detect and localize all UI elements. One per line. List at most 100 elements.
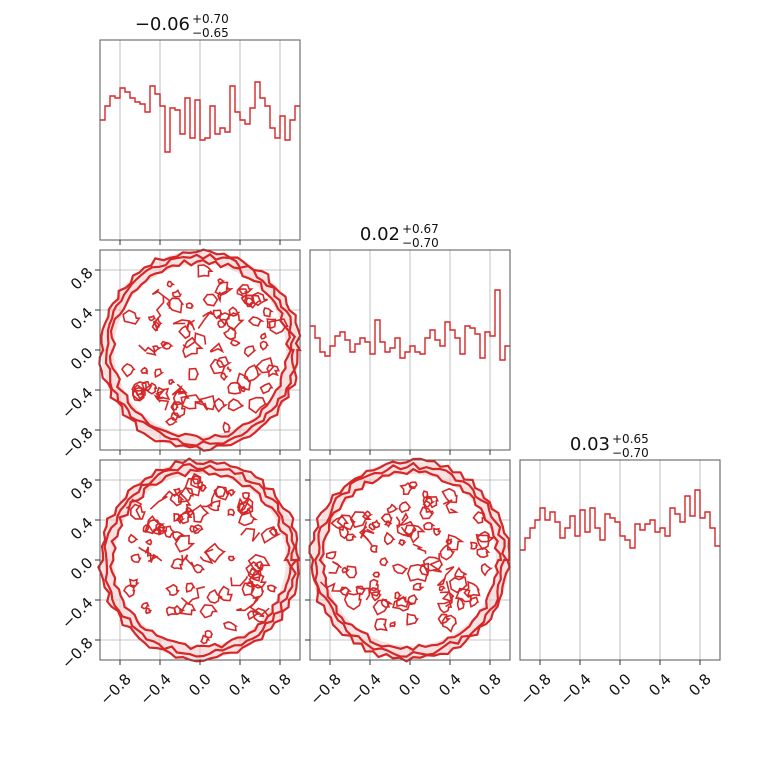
contour-fill-inner [324,474,496,646]
contour-blob [185,302,195,309]
contour-blob [255,356,276,374]
contour-ring-1 [103,463,299,658]
contour-blob [469,541,479,550]
contour-blob [144,607,152,615]
contour-blob [412,582,425,591]
contour-blob [403,524,426,544]
contour-blob [209,358,226,375]
contour-blob [355,585,366,596]
contour-squiggle [181,554,195,568]
contour-blob [213,486,230,501]
contour-blob [454,566,467,581]
contour-blob [217,278,225,286]
y-tick-label: −0.8 [58,424,96,462]
contour-blob [246,610,261,621]
contour-blob [222,421,232,433]
contour-squiggle [422,496,434,513]
contour-squiggle [151,288,171,309]
contour-blob [200,634,211,645]
contour-blob [144,382,158,395]
contour-blob [169,493,185,507]
contour-blob [449,575,468,594]
contour-squiggle [182,332,207,349]
contour-blob [213,397,229,413]
contour-squiggle [359,526,373,546]
contour-panel-2-1: −0.8 −0.4 0.0 0.4 0.8 [305,457,511,709]
contour-blob [230,338,241,347]
contour-blob [165,583,180,597]
contour-blob [454,587,473,603]
contour-ring-2 [109,468,292,651]
contour-blob [374,618,388,632]
contour-squiggle [209,342,225,354]
contour-blob [217,585,233,602]
x-tick-label: 0.0 [605,670,635,700]
contour-squiggle [186,319,196,331]
contour-blob [368,587,382,597]
contour-blob [330,515,349,532]
contour-squiggle [199,548,214,565]
contour-blob [151,345,163,354]
contour-blob [236,372,252,391]
contour-blob [168,378,176,385]
histogram-panel-0: −0.06 +0.70−0.65 [99,12,301,245]
contour-blob [171,289,183,298]
contour-blob [123,584,136,598]
x-tick-label: −0.8 [306,670,344,708]
contour-blob [338,525,350,540]
contour-ring-2 [318,467,503,652]
param-title-median: −0.06 [135,14,190,35]
contour-squiggle [180,586,205,606]
contour-squiggle [428,553,442,573]
contour-squiggle [179,491,192,515]
contour-blob [407,594,419,605]
contour-blob [439,544,456,561]
contour-blob [437,613,452,625]
contour-blob [166,280,176,288]
x-tick-label: 0.8 [475,670,505,700]
contour-squiggle [439,591,455,608]
contour-blob [463,580,481,598]
param-title-plus: +0.67 [402,222,439,236]
contour-blob [197,264,214,278]
contour-squiggle [436,566,455,587]
contour-blob [243,364,262,382]
contour-blob [406,563,430,582]
contour-blob [419,506,435,520]
contour-squiggle [226,366,232,373]
contour-blob [441,487,458,504]
contour-blob [242,491,251,500]
param-title-minus: −0.65 [192,26,229,40]
contour-blob [267,584,277,593]
contour-blob [349,511,372,529]
contour-blob [262,307,274,318]
x-tick-label: −0.8 [516,670,554,708]
contour-blob [325,551,337,560]
histogram-panel-2: −0.8 −0.4 0.0 0.4 0.8 0.03 +0.65−0.70 [516,432,721,709]
param-title-minus: −0.70 [402,236,439,250]
contour-blob [122,309,141,325]
y-tick-label: 0.0 [67,554,97,584]
contour-squiggle [442,499,459,514]
contour-blob [132,389,145,402]
contour-blob [368,523,377,531]
contour-blob [392,595,414,612]
contour-blob [199,394,216,411]
contour-blob [441,614,457,634]
param-title-minus: −0.70 [612,446,649,460]
contour-blob [170,403,179,411]
x-tick-label: −0.8 [96,670,134,708]
contour-blob [157,525,167,536]
contour-squiggle [172,319,193,326]
contour-blob [422,496,436,508]
contour-blob [372,571,381,578]
contour-blob [214,281,234,296]
x-tick-label: −0.4 [556,670,594,708]
contour-blob [225,489,236,497]
contour-squiggle [171,383,188,396]
contour-blob [379,557,389,567]
y-tick-label: 0.8 [67,474,97,504]
contour-blob [248,396,269,414]
contour-blob [178,511,193,525]
x-tick-label: 0.4 [435,670,465,700]
